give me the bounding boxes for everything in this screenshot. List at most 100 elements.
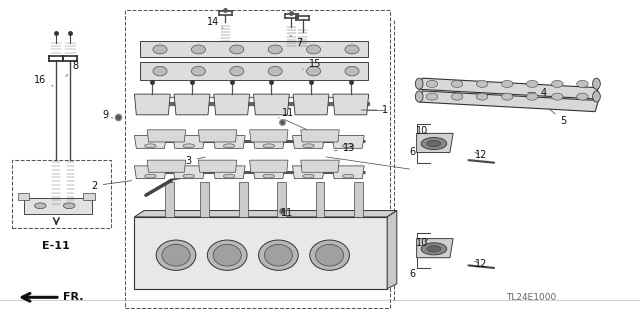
Polygon shape	[147, 160, 186, 172]
Ellipse shape	[552, 80, 563, 87]
Ellipse shape	[577, 93, 588, 100]
Ellipse shape	[502, 80, 513, 87]
Text: 16: 16	[34, 75, 53, 86]
Ellipse shape	[63, 203, 75, 209]
Ellipse shape	[183, 174, 195, 178]
Ellipse shape	[307, 45, 321, 54]
Polygon shape	[332, 136, 364, 148]
Text: 14: 14	[207, 17, 223, 28]
Ellipse shape	[268, 66, 282, 76]
Ellipse shape	[316, 244, 344, 266]
Polygon shape	[387, 211, 397, 289]
Polygon shape	[277, 182, 286, 217]
Ellipse shape	[303, 144, 314, 148]
Text: 12: 12	[475, 259, 488, 269]
Polygon shape	[354, 182, 363, 217]
Ellipse shape	[426, 93, 438, 100]
Polygon shape	[253, 136, 285, 148]
Ellipse shape	[342, 144, 354, 148]
Ellipse shape	[502, 93, 513, 100]
Text: 7: 7	[290, 35, 303, 48]
Polygon shape	[134, 166, 166, 179]
Text: 11: 11	[278, 108, 294, 118]
Polygon shape	[239, 182, 248, 217]
Polygon shape	[419, 78, 598, 99]
Polygon shape	[253, 166, 285, 179]
Ellipse shape	[264, 244, 292, 266]
Polygon shape	[333, 94, 369, 115]
Ellipse shape	[191, 66, 205, 76]
Ellipse shape	[268, 45, 282, 54]
Ellipse shape	[263, 174, 275, 178]
Ellipse shape	[476, 80, 488, 87]
Ellipse shape	[451, 80, 463, 87]
Polygon shape	[292, 166, 324, 179]
Polygon shape	[293, 94, 329, 115]
Ellipse shape	[230, 66, 244, 76]
Ellipse shape	[183, 144, 195, 148]
Polygon shape	[200, 182, 209, 217]
Text: 10: 10	[416, 238, 429, 248]
Polygon shape	[417, 133, 453, 152]
Ellipse shape	[593, 78, 600, 89]
Ellipse shape	[310, 240, 349, 270]
Ellipse shape	[527, 93, 538, 100]
Polygon shape	[147, 130, 186, 142]
Ellipse shape	[153, 66, 167, 76]
Text: 8: 8	[66, 61, 79, 77]
Polygon shape	[140, 62, 368, 80]
Ellipse shape	[552, 93, 563, 100]
Polygon shape	[332, 166, 364, 179]
Ellipse shape	[345, 66, 359, 76]
Ellipse shape	[223, 144, 235, 148]
Polygon shape	[174, 94, 210, 115]
Ellipse shape	[35, 203, 46, 209]
Text: 3: 3	[186, 156, 205, 166]
Polygon shape	[198, 160, 237, 172]
Text: 1: 1	[361, 105, 388, 115]
Polygon shape	[165, 182, 174, 217]
Ellipse shape	[207, 240, 247, 270]
Ellipse shape	[162, 244, 190, 266]
Ellipse shape	[213, 244, 241, 266]
Polygon shape	[18, 193, 29, 200]
Text: 12: 12	[475, 150, 488, 160]
Text: 2: 2	[92, 181, 132, 191]
Polygon shape	[173, 136, 205, 148]
Polygon shape	[134, 217, 387, 289]
Ellipse shape	[421, 137, 447, 150]
Polygon shape	[134, 211, 397, 217]
Text: 10: 10	[416, 126, 429, 136]
Polygon shape	[316, 182, 324, 217]
Polygon shape	[292, 136, 324, 148]
Text: 13: 13	[335, 143, 355, 153]
Ellipse shape	[345, 45, 359, 54]
Polygon shape	[140, 41, 368, 57]
Ellipse shape	[342, 174, 354, 178]
Polygon shape	[214, 94, 250, 115]
Polygon shape	[213, 136, 245, 148]
Polygon shape	[83, 193, 95, 200]
Polygon shape	[24, 198, 92, 214]
Text: 6: 6	[410, 268, 421, 279]
Ellipse shape	[263, 144, 275, 148]
Ellipse shape	[426, 80, 438, 87]
Ellipse shape	[415, 78, 423, 89]
Polygon shape	[134, 136, 166, 148]
Polygon shape	[253, 94, 289, 115]
Text: E-11: E-11	[42, 241, 70, 251]
Ellipse shape	[427, 246, 441, 252]
Polygon shape	[134, 94, 170, 115]
Ellipse shape	[527, 80, 538, 87]
Ellipse shape	[427, 140, 441, 147]
Ellipse shape	[145, 174, 156, 178]
Polygon shape	[250, 130, 288, 142]
Polygon shape	[173, 166, 205, 179]
Ellipse shape	[223, 174, 235, 178]
Ellipse shape	[421, 243, 447, 255]
Polygon shape	[419, 91, 598, 112]
Ellipse shape	[259, 240, 298, 270]
Polygon shape	[213, 166, 245, 179]
Polygon shape	[301, 130, 339, 142]
Polygon shape	[417, 239, 453, 258]
